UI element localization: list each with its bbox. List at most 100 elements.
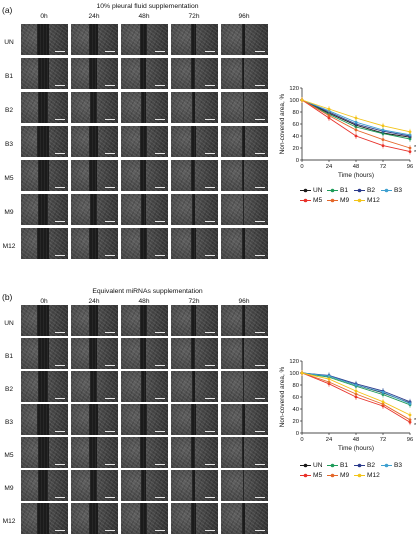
- wound-gap: [37, 126, 49, 157]
- row-label-un: UN: [4, 39, 14, 46]
- data-point-m12: [408, 413, 412, 417]
- significance-mark: *: [414, 423, 416, 429]
- wound-gap: [242, 58, 244, 89]
- row-label-m12: M12: [2, 243, 16, 250]
- data-point-m12: [354, 389, 358, 393]
- micrograph-cell: [221, 58, 268, 89]
- wound-gap: [140, 58, 146, 89]
- legend-swatch: [327, 198, 338, 203]
- scale-bar: [205, 497, 215, 498]
- data-point-b3: [354, 383, 358, 387]
- micrograph-cell: [171, 194, 218, 225]
- micrograph-cell: [171, 92, 218, 123]
- legend-label: M12: [367, 197, 380, 204]
- wound-gap: [190, 126, 196, 157]
- scale-bar: [255, 398, 265, 399]
- x-tick-label: 24: [326, 437, 333, 443]
- wound-gap: [88, 503, 98, 534]
- wound-gap: [140, 371, 146, 402]
- wound-gap: [190, 305, 196, 336]
- micrograph-cell: [71, 305, 118, 336]
- micrograph-cell: [21, 92, 68, 123]
- micrograph-cell: [171, 126, 218, 157]
- y-tick-label: 0: [296, 158, 299, 164]
- y-tick-label: 40: [293, 407, 299, 413]
- y-tick-label: 100: [289, 98, 299, 104]
- micrograph-cell: [121, 160, 168, 191]
- micrograph-cell: [121, 470, 168, 501]
- legend-label: M9: [340, 197, 350, 204]
- time-label-24h: 24h: [88, 298, 100, 305]
- data-point-m12: [327, 107, 331, 111]
- scale-bar: [205, 255, 215, 256]
- wound-gap: [37, 338, 49, 369]
- scale-bar: [55, 398, 65, 399]
- micrograph-cell: [21, 24, 68, 55]
- scale-bar: [155, 255, 165, 256]
- micrograph-cell: [21, 160, 68, 191]
- micrograph-cell: [121, 24, 168, 55]
- micrograph-cell: [21, 228, 68, 259]
- data-point-m5: [354, 134, 358, 138]
- significance-mark: *: [414, 418, 416, 424]
- scale-bar: [105, 51, 115, 52]
- micrograph-cell: [71, 338, 118, 369]
- wound-gap: [191, 371, 195, 402]
- wound-gap: [191, 160, 195, 191]
- data-point-m5: [381, 144, 385, 147]
- x-tick-label: 48: [353, 164, 359, 170]
- micrograph-cell: [221, 228, 268, 259]
- legend-swatch: [354, 198, 365, 203]
- micrograph-cell: [221, 503, 268, 534]
- y-axis-label: Non-covered area, %: [279, 93, 286, 154]
- micrograph-cell: [171, 404, 218, 435]
- data-point-m9: [327, 114, 331, 117]
- wound-gap: [38, 92, 48, 123]
- x-tick-label: 72: [380, 164, 386, 170]
- micrograph-cell: [121, 92, 168, 123]
- scale-bar: [205, 332, 215, 333]
- wound-gap: [242, 470, 244, 501]
- scale-bar: [255, 464, 265, 465]
- legend-label: B2: [367, 462, 376, 469]
- scale-bar: [155, 119, 165, 120]
- legend-swatch: [327, 473, 338, 478]
- wound-gap: [139, 305, 147, 336]
- scale-bar: [155, 497, 165, 498]
- scale-bar: [205, 51, 215, 52]
- wound-gap: [89, 194, 97, 225]
- micrograph-cell: [21, 58, 68, 89]
- row-label-m12: M12: [2, 518, 16, 525]
- line-chart-a: 0 20 40 60 80 100 120 0 24 48 72 96 Time (hours) Non-…: [279, 86, 416, 179]
- scale-bar: [255, 365, 265, 366]
- micrograph-cell: [121, 338, 168, 369]
- x-axis-label: Time (hours): [338, 445, 374, 452]
- panel-a-time-header: 0h 24h 48h 72h 96h: [20, 13, 270, 22]
- x-axis-label: Time (hours): [338, 172, 374, 179]
- scale-bar: [255, 153, 265, 154]
- wound-gap: [190, 404, 196, 435]
- time-label-48h: 48h: [138, 298, 150, 305]
- wound-gap: [140, 338, 146, 369]
- wound-gap: [241, 126, 245, 157]
- micrograph-cell: [21, 126, 68, 157]
- wound-gap: [37, 228, 49, 259]
- scale-bar: [205, 530, 215, 531]
- micrograph-cell: [221, 338, 268, 369]
- scale-bar: [255, 221, 265, 222]
- wound-gap: [139, 126, 147, 157]
- y-tick-label: 20: [293, 146, 299, 152]
- wound-gap: [37, 24, 49, 55]
- micrograph-cell: [221, 160, 268, 191]
- legend-swatch: [327, 188, 338, 193]
- wound-gap: [241, 305, 245, 336]
- wound-gap: [88, 24, 98, 55]
- micrograph-cell: [121, 404, 168, 435]
- row-label-b3: B3: [4, 419, 14, 426]
- wound-gap: [242, 92, 244, 123]
- scale-bar: [255, 187, 265, 188]
- wound-gap: [140, 92, 146, 123]
- micrograph-cell: [71, 126, 118, 157]
- scale-bar: [105, 530, 115, 531]
- micrograph-cell: [71, 371, 118, 402]
